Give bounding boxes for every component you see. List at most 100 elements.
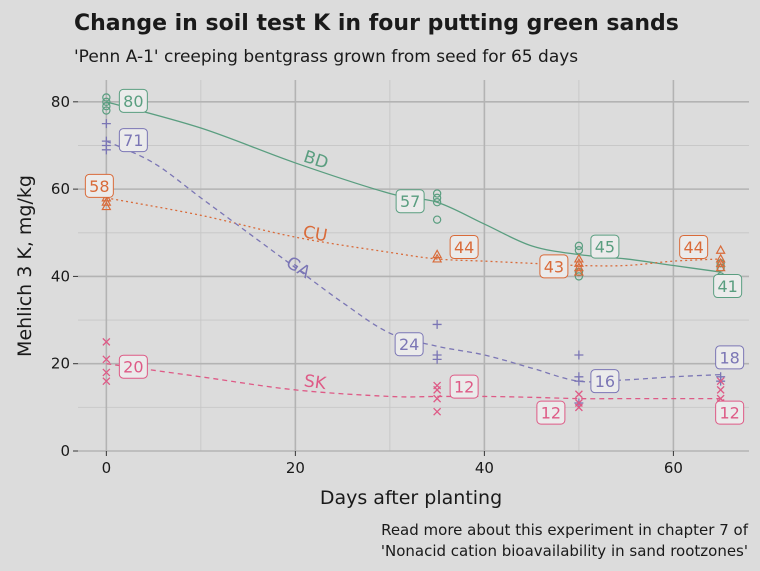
data-label-box	[715, 345, 745, 370]
data-label-value: 80	[123, 92, 143, 111]
series-name-sk: SK	[303, 371, 328, 394]
data-point-cu	[715, 253, 726, 263]
grid	[78, 80, 749, 452]
data-point-bd	[574, 241, 584, 251]
data-label-box	[118, 128, 148, 153]
x-tick-label: 40	[475, 459, 494, 477]
data-label-value: 16	[595, 372, 615, 391]
data-label-value: 12	[541, 404, 561, 423]
data-point-sk	[102, 368, 111, 377]
data-point-bd	[102, 101, 111, 111]
data-point-cu	[432, 253, 443, 263]
data-label-box	[449, 234, 479, 259]
data-point-sk	[102, 377, 111, 386]
tick-labels: 0 20 40 60 80 0 20 40 60	[51, 93, 683, 477]
data-point-bd	[432, 193, 442, 203]
data-label-box	[679, 234, 709, 259]
data-label-sk: 12	[449, 374, 479, 399]
data-label-ga: 24	[394, 332, 424, 357]
data-label-box	[590, 369, 620, 394]
data-point-cu	[573, 257, 584, 267]
data-point-bd	[102, 93, 111, 102]
data-point-cu	[573, 266, 584, 276]
x-axis-title: Days after planting	[320, 487, 502, 509]
data-point-sk	[102, 337, 111, 346]
data-point-cu	[573, 262, 584, 272]
data-labels: 80 57 45 41 58 44 43 44 71 24 16 18 20 12 12 12	[84, 88, 745, 425]
data-point-sk	[574, 390, 583, 399]
data-label-box	[536, 400, 566, 425]
data-point-ga	[574, 350, 584, 360]
y-tick-label: 60	[51, 180, 70, 198]
data-label-value: 43	[544, 257, 564, 276]
data-label-box	[713, 274, 743, 299]
x-tick-label: 60	[664, 459, 683, 477]
series-name-cu: CU	[301, 222, 328, 246]
data-label-box	[590, 234, 620, 259]
data-label-cu: 44	[679, 234, 709, 259]
data-label-cu: 44	[449, 234, 479, 259]
trend-curve-sk	[106, 363, 721, 400]
y-axis-title: Mehlich 3 K, mg/kg	[14, 175, 36, 357]
data-label-value: 41	[717, 277, 737, 296]
data-label-box	[395, 189, 425, 214]
data-point-cu	[715, 244, 726, 254]
trend-curve-bd	[106, 101, 721, 273]
data-label-value: 44	[683, 238, 703, 257]
data-label-box	[449, 374, 479, 399]
data-label-value: 12	[454, 378, 474, 397]
data-label-sk: 20	[118, 354, 148, 379]
x-tick-label: 0	[102, 459, 112, 477]
data-point-sk	[716, 385, 725, 394]
data-point-sk	[574, 403, 583, 412]
data-label-bd: 41	[713, 274, 743, 299]
y-tick-label: 20	[51, 355, 70, 373]
data-label-bd: 45	[590, 234, 620, 259]
data-label-ga: 18	[715, 345, 745, 370]
data-label-box	[539, 254, 569, 279]
data-label-cu: 43	[539, 254, 569, 279]
caption-line-1: Read more about this experiment in chapt…	[381, 521, 749, 539]
y-tick-label: 0	[60, 442, 70, 460]
y-tick-label: 40	[51, 267, 70, 285]
data-point-sk	[433, 385, 442, 394]
data-point-sk	[433, 407, 442, 416]
data-label-cu: 58	[84, 173, 114, 198]
data-label-value: 45	[595, 238, 615, 257]
data-label-value: 12	[719, 404, 739, 423]
data-label-ga: 16	[590, 369, 620, 394]
trend-curves	[106, 101, 721, 400]
data-label-value: 18	[719, 348, 739, 367]
plot-panel	[78, 80, 749, 451]
data-point-cu	[432, 249, 443, 259]
data-point-bd	[432, 215, 442, 224]
data-label-value: 44	[454, 238, 474, 257]
data-label-value: 24	[399, 335, 419, 354]
data-point-sk	[102, 355, 111, 364]
data-point-cu	[715, 262, 726, 272]
data-label-bd: 80	[118, 88, 148, 113]
data-label-sk: 12	[536, 400, 566, 425]
data-label-value: 57	[400, 192, 420, 211]
data-point-sk	[433, 394, 442, 403]
data-label-sk: 12	[715, 400, 745, 425]
data-point-bd	[432, 198, 442, 207]
data-point-sk	[716, 377, 725, 386]
data-point-ga	[101, 119, 111, 129]
data-point-bd	[432, 189, 442, 198]
data-label-ga: 71	[118, 128, 148, 153]
data-label-value: 20	[123, 358, 143, 377]
chart-subtitle: 'Penn A-1' creeping bentgrass grown from…	[74, 47, 578, 67]
data-point-cu	[573, 253, 584, 263]
data-point-ga	[101, 145, 111, 155]
chart-title: Change in soil test K in four putting gr…	[74, 11, 679, 36]
data-label-value: 71	[123, 131, 143, 150]
data-point-bd	[574, 272, 584, 281]
data-label-box	[394, 332, 424, 357]
data-point-bd	[102, 106, 111, 115]
data-point-cu	[101, 201, 112, 211]
caption-line-2: 'Nonacid cation bioavailability in sand …	[381, 542, 748, 560]
trend-curve-cu	[106, 197, 721, 267]
